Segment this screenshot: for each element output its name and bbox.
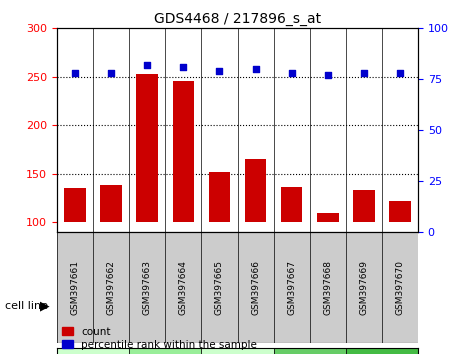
Bar <box>100 185 122 222</box>
Title: GDS4468 / 217896_s_at: GDS4468 / 217896_s_at <box>154 12 321 26</box>
Point <box>288 70 295 76</box>
Point <box>71 70 79 76</box>
Point <box>107 70 115 76</box>
Point <box>180 64 187 70</box>
Bar <box>389 201 411 222</box>
Bar <box>245 159 266 222</box>
Bar <box>281 187 303 222</box>
Point <box>324 72 332 78</box>
Bar <box>317 213 339 222</box>
Point <box>143 62 151 68</box>
Point <box>396 70 404 76</box>
Bar <box>209 172 230 222</box>
Bar <box>64 188 86 222</box>
Bar <box>353 190 375 222</box>
Point <box>360 70 368 76</box>
Bar <box>172 81 194 222</box>
Text: cell line: cell line <box>5 301 48 311</box>
Legend: count, percentile rank within the sample: count, percentile rank within the sample <box>62 326 257 350</box>
Text: ▶: ▶ <box>40 300 50 313</box>
Bar <box>136 74 158 222</box>
Point <box>216 68 223 74</box>
Point <box>252 66 259 72</box>
